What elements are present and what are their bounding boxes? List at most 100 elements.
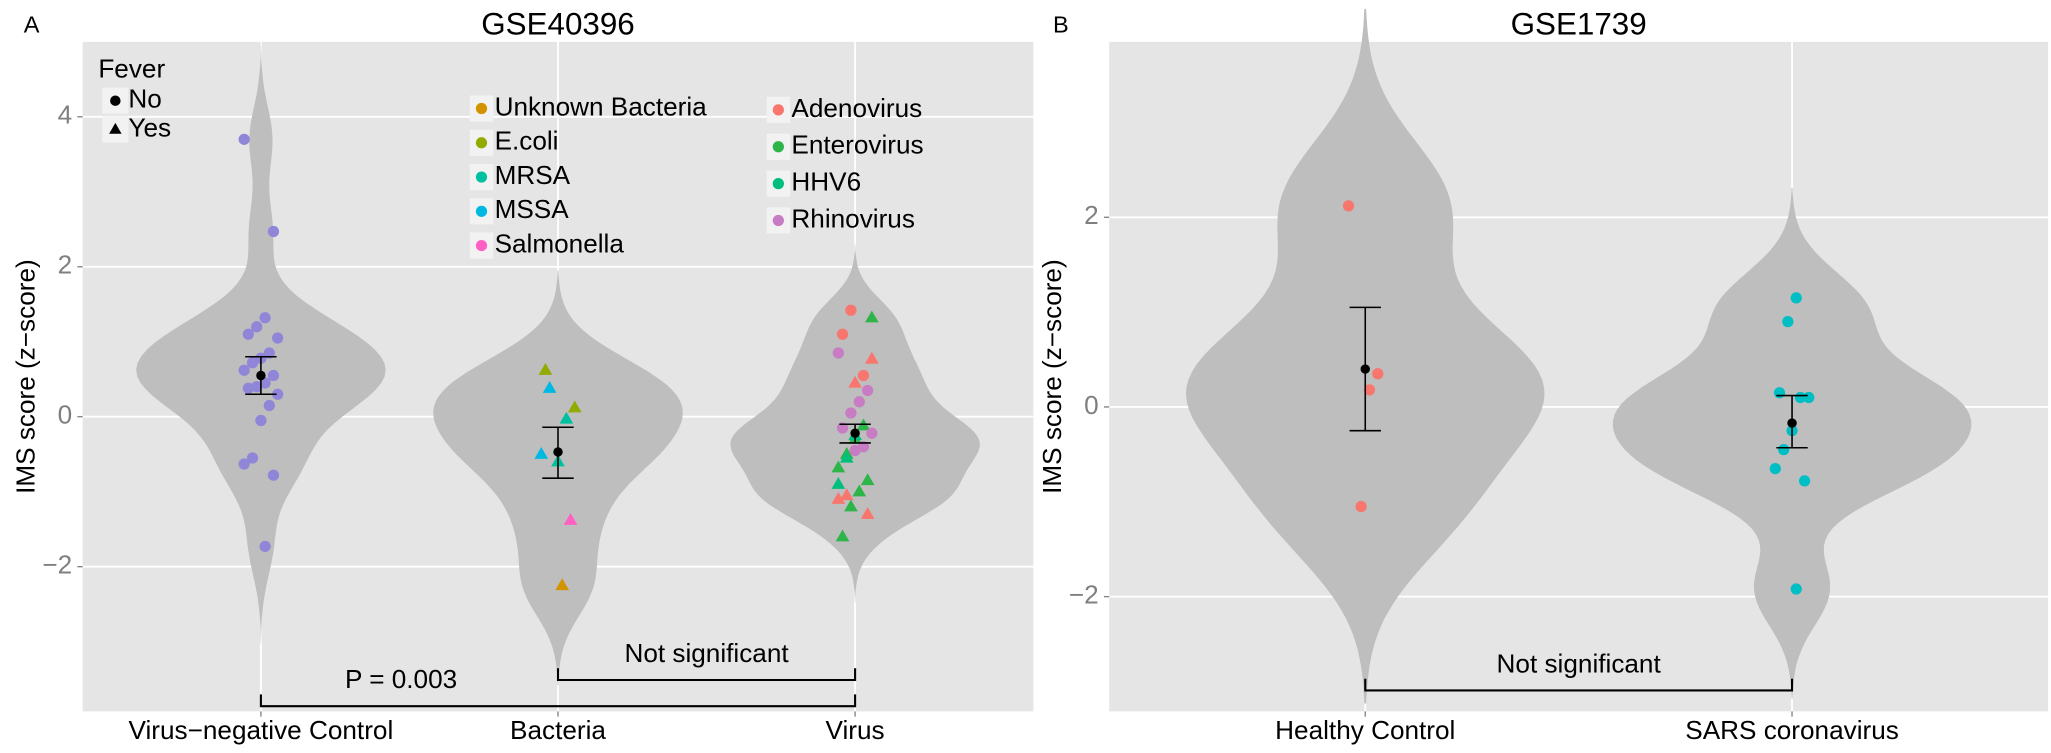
point: [1790, 583, 1802, 595]
annotation: Not significant: [624, 638, 789, 668]
y-tick-label: 0: [1084, 390, 1099, 420]
point: [263, 347, 275, 359]
mean-point: [1787, 418, 1797, 428]
point: [267, 225, 280, 238]
point: [848, 375, 862, 388]
legend-symbol: [772, 214, 784, 227]
chart-title: GSE1739: [1511, 6, 1647, 41]
point: [267, 369, 280, 382]
point: [251, 381, 263, 393]
legend-symbol: [772, 141, 784, 153]
legend-symbol: [475, 239, 488, 252]
mean-point: [1360, 364, 1370, 374]
bracket: [556, 668, 857, 682]
mean-point: [256, 370, 266, 381]
y-tick-label: −2: [42, 550, 72, 580]
mean-point: [553, 447, 563, 457]
legend-symbol: [772, 177, 784, 190]
point: [559, 411, 574, 424]
legend-label: Rhinovirus: [791, 203, 914, 233]
y-tick-label: −2: [1069, 580, 1099, 610]
bracket: [259, 694, 857, 708]
point: [1372, 368, 1384, 380]
point: [272, 332, 284, 344]
y-axis-label: IMS score (z−score): [11, 259, 41, 494]
point: [555, 578, 570, 591]
legend-label: Unknown Bacteria: [495, 91, 708, 121]
point: [1778, 444, 1790, 456]
point: [255, 414, 267, 427]
point: [242, 328, 254, 340]
y-tick-label: 0: [58, 400, 73, 430]
violin: [136, 42, 386, 644]
point: [864, 351, 879, 364]
point: [845, 407, 857, 419]
legend-symbol: [772, 104, 784, 116]
x-tick-label: Healthy Control: [1275, 715, 1455, 745]
legend-label: Yes: [128, 112, 171, 142]
point: [839, 488, 854, 501]
point: [860, 507, 875, 519]
point: [1782, 315, 1794, 328]
legend-label: E.coli: [495, 126, 559, 156]
point: [1342, 200, 1355, 212]
bracket: [1364, 678, 1794, 692]
point: [238, 458, 250, 470]
y-tick-label: 2: [1084, 200, 1099, 230]
x-tick-label: SARS coronavirus: [1685, 715, 1899, 745]
point: [1769, 462, 1781, 475]
annotation: Not significant: [1497, 649, 1662, 679]
point: [857, 369, 870, 382]
point: [534, 447, 549, 459]
point: [836, 328, 849, 340]
point: [1355, 500, 1367, 513]
point: [852, 484, 867, 497]
legend-label: MSSA: [495, 194, 570, 224]
x-tick-label: Virus: [826, 715, 885, 745]
annotation: P = 0.003: [345, 664, 457, 694]
point: [849, 444, 861, 457]
legend-label: Salmonella: [495, 228, 625, 258]
point: [1790, 292, 1802, 304]
point: [538, 363, 553, 375]
point: [839, 450, 854, 463]
point: [864, 310, 879, 323]
x-tick-label: Virus−negative Control: [129, 715, 394, 745]
mean-point: [850, 428, 860, 438]
legend-label: Adenovirus: [791, 93, 922, 123]
y-axis-label: IMS score (z−score): [1037, 259, 1067, 494]
legend-symbol: [110, 95, 121, 106]
point: [831, 477, 846, 489]
legend-symbol: [475, 102, 488, 115]
legend-label: Enterovirus: [791, 130, 923, 160]
point: [246, 452, 259, 464]
y-tick-label: 4: [58, 100, 73, 130]
legend-label: MRSA: [495, 160, 571, 190]
point: [1798, 475, 1811, 487]
point: [857, 441, 870, 453]
point: [1363, 384, 1376, 396]
point: [267, 469, 280, 481]
point: [259, 312, 271, 324]
point: [259, 377, 271, 389]
point: [1773, 387, 1786, 399]
point: [831, 492, 846, 504]
x-tick-label: Bacteria: [510, 715, 606, 745]
point: [844, 499, 858, 512]
point: [860, 473, 875, 486]
legend-symbol: [475, 171, 488, 183]
legend-title: Fever: [98, 54, 165, 84]
legend-label: No: [128, 84, 161, 114]
point: [866, 427, 878, 439]
point: [251, 321, 263, 333]
legend-label: HHV6: [791, 167, 861, 197]
panel-label: A: [24, 11, 40, 37]
point: [1794, 391, 1807, 404]
point: [845, 304, 857, 316]
point: [238, 133, 250, 145]
legend-symbol: [109, 122, 122, 134]
point: [563, 513, 578, 525]
point: [238, 364, 250, 376]
point: [862, 384, 874, 397]
